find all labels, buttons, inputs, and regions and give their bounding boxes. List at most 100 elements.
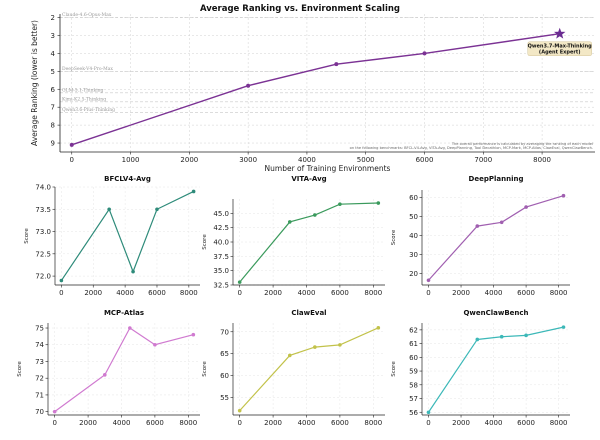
star-data-point — [554, 27, 566, 39]
x-tick-label: 4000 — [298, 289, 316, 297]
y-tick-label: 71 — [35, 391, 44, 399]
data-point — [191, 189, 196, 194]
y-tick-label: 20 — [409, 270, 418, 278]
data-point — [338, 343, 342, 347]
y-tick-label: 58 — [409, 381, 418, 389]
y-tick-label: 2 — [51, 14, 55, 22]
x-tick-label: 7000 — [474, 156, 492, 164]
y-tick-label: 73 — [35, 358, 44, 366]
y-tick-label: 35.0 — [213, 267, 229, 275]
y-tick-label: 45.0 — [213, 210, 229, 218]
subplot-vita: VITA-Avg 32.5 35.0 37.5 40.0 42.5 45.0 0 2000 400… — [202, 175, 385, 297]
subplot-title: QwenClawBench — [463, 309, 528, 317]
x-tick-label: 8000 — [533, 156, 551, 164]
data-point — [237, 280, 242, 284]
x-tick-label: 4000 — [298, 156, 316, 164]
x-tick-label: 0 — [426, 289, 430, 297]
x-tick-label: 0 — [237, 419, 241, 427]
x-tick-label: 8000 — [179, 419, 197, 427]
y-tick-label: 5 — [51, 68, 55, 76]
y-tick-label: 60 — [409, 194, 418, 202]
data-point — [102, 373, 107, 377]
data-point — [338, 202, 342, 206]
main-data-point — [246, 83, 251, 88]
x-tick-label: 2000 — [84, 289, 102, 297]
y-tick-label: 32.5 — [213, 282, 229, 290]
callout-box — [527, 41, 592, 56]
y-tick-label: 50 — [409, 213, 418, 221]
y-tick-label: 75 — [35, 325, 44, 333]
y-tick-label: 8 — [51, 122, 55, 130]
subplot-y-axis-label: Score — [202, 361, 208, 377]
data-point — [426, 410, 431, 415]
x-tick-label: 2000 — [452, 419, 470, 427]
subplot-title: VITA-Avg — [291, 175, 326, 183]
series-line — [60, 190, 194, 281]
y-tick-label: 42.5 — [213, 224, 229, 232]
y-tick-label: 72 — [35, 375, 44, 383]
data-point — [287, 220, 292, 224]
x-tick-label: 4000 — [113, 419, 131, 427]
series-line — [239, 327, 379, 412]
main-data-point — [422, 51, 427, 56]
x-tick-label: 0 — [426, 419, 430, 427]
subplot-deepplanning: DeepPlanning 20 30 40 50 60 0 2000 4000 6000 8000 S… — [391, 175, 570, 297]
y-tick-label: 3 — [51, 32, 55, 40]
subplot-y-axis-label: Score — [17, 361, 23, 377]
main-y-axis-label: Average Ranking (lower is better) — [30, 20, 39, 146]
x-tick-label: 6000 — [331, 289, 349, 297]
data-point — [499, 220, 504, 225]
subplot-y-axis-label: Score — [24, 228, 30, 244]
data-point — [376, 201, 381, 205]
data-point — [524, 333, 528, 338]
x-tick-label: 5000 — [357, 156, 375, 164]
y-tick-label: 4 — [51, 50, 56, 58]
y-tick-label: 72.5 — [35, 250, 51, 258]
y-tick-label: 60 — [220, 372, 229, 380]
data-point — [287, 353, 292, 358]
x-tick-label: 0 — [237, 289, 241, 297]
footnote-line-1: The overall performance is calculated by… — [451, 142, 593, 146]
data-point — [376, 326, 381, 330]
series-line — [239, 202, 379, 283]
series-line — [428, 195, 564, 281]
x-tick-label: 4000 — [298, 419, 316, 427]
main-data-point — [334, 62, 339, 67]
subplot-title: DeepPlanning — [469, 175, 524, 183]
y-tick-label: 65 — [220, 350, 229, 358]
data-point — [475, 224, 480, 228]
data-point — [475, 337, 480, 342]
main-chart: Average Ranking vs. Environment Scaling C… — [30, 4, 595, 173]
x-tick-label: 2000 — [79, 419, 97, 427]
subplot-title: ClawEval — [291, 309, 326, 317]
y-tick-label: 7 — [51, 104, 55, 112]
data-point — [561, 193, 566, 198]
main-data-point — [69, 142, 74, 147]
x-tick-label: 8000 — [550, 419, 568, 427]
main-x-axis-label: Number of Training Environments — [265, 164, 391, 173]
y-tick-label: 40.0 — [213, 239, 229, 247]
data-point — [191, 332, 196, 337]
y-tick-label: 60 — [409, 354, 418, 362]
reference-line-label: DeepSeek-V4-Pro-Max — [62, 66, 113, 72]
data-point — [153, 342, 157, 347]
y-tick-label: 70 — [220, 328, 229, 336]
x-tick-label: 2000 — [452, 289, 470, 297]
subplot-y-axis-label: Score — [391, 361, 397, 377]
series-line — [54, 327, 194, 413]
x-tick-label: 2000 — [264, 289, 282, 297]
y-tick-label: 57 — [409, 395, 418, 403]
reference-line-label: GLM-5.1-Thinking — [62, 87, 104, 93]
x-tick-label: 6000 — [148, 289, 166, 297]
x-tick-label: 2000 — [264, 419, 282, 427]
data-point — [524, 205, 528, 209]
data-point — [561, 325, 566, 329]
subplot-title: MCP-Atlas — [104, 309, 144, 317]
y-tick-label: 59 — [409, 368, 418, 376]
y-tick-label: 9 — [51, 140, 55, 148]
x-tick-label: 8000 — [180, 289, 198, 297]
callout-line-2: (Agent Expert) — [539, 50, 581, 56]
x-tick-label: 6000 — [517, 419, 535, 427]
subplot-title: BFCLV4-Avg — [104, 175, 151, 183]
